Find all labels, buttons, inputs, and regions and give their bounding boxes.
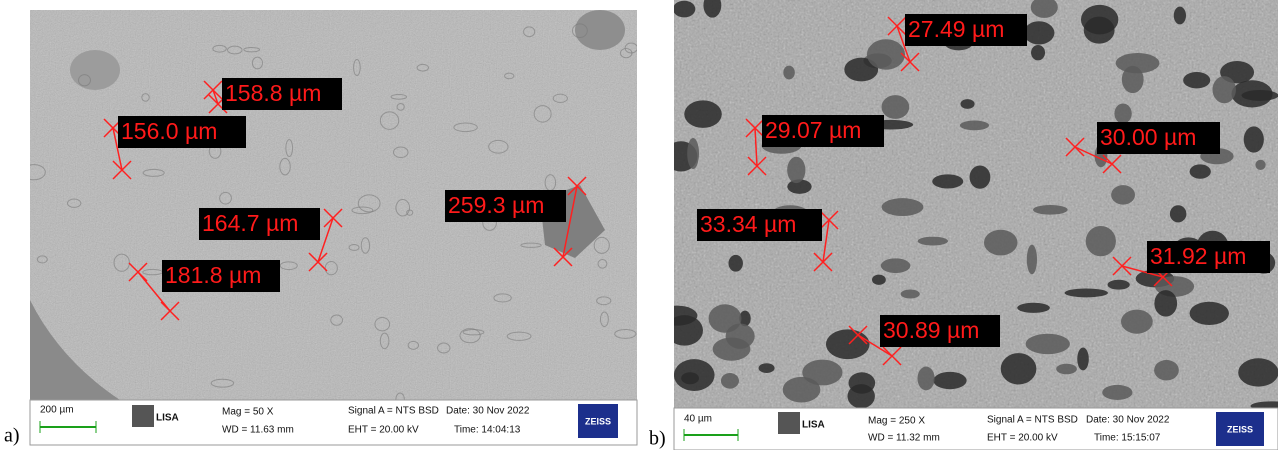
date: Date: 30 Nov 2022 <box>1086 415 1170 426</box>
pore <box>1238 358 1278 386</box>
zeiss-logo: ZEISS <box>1227 424 1253 434</box>
pore <box>1190 302 1229 325</box>
measurement-label: 181.8 µm <box>165 262 261 288</box>
pore <box>684 100 722 128</box>
pore <box>787 157 805 183</box>
pore <box>1170 205 1187 222</box>
pore <box>726 324 755 349</box>
pore <box>1084 17 1115 44</box>
pore <box>1174 7 1186 25</box>
pore <box>681 372 699 384</box>
pore <box>882 198 924 216</box>
measurement-label: 156.0 µm <box>121 118 217 144</box>
measurement-label: 164.7 µm <box>202 210 298 236</box>
pore <box>1190 164 1211 178</box>
pore <box>1065 289 1108 298</box>
pore <box>826 329 870 359</box>
scale-label: 200 µm <box>40 405 74 416</box>
lisa-logo: LISA <box>802 420 825 431</box>
pore <box>1027 245 1037 275</box>
info-bar: 40 µm LISA Mag = 250 X WD = 11.32 mm Sig… <box>674 408 1278 450</box>
pore <box>1026 334 1070 354</box>
zeiss-logo: ZEISS <box>585 416 611 426</box>
pore <box>1183 72 1210 88</box>
pore <box>881 258 911 273</box>
info-bar: 200 µm LISA Mag = 50 X WD = 11.63 mm Sig… <box>30 400 637 445</box>
signal: Signal A = NTS BSD <box>987 415 1078 426</box>
pore <box>960 99 974 109</box>
measurement-label: 259.3 µm <box>448 192 544 218</box>
measurement-label: 31.92 µm <box>1150 243 1246 269</box>
measurement-label: 27.49 µm <box>908 16 1004 42</box>
lisa-logo: LISA <box>156 413 179 424</box>
pore <box>849 372 876 393</box>
eht: EHT = 20.00 kV <box>348 425 419 436</box>
micrograph <box>657 0 1278 411</box>
measurement-label: 30.89 µm <box>883 317 979 343</box>
pore <box>932 174 963 188</box>
pore <box>1086 226 1116 256</box>
eht: EHT = 20.00 kV <box>987 433 1058 444</box>
measurement-label: 29.07 µm <box>765 117 861 143</box>
wd: WD = 11.32 mm <box>868 433 940 444</box>
pore <box>960 121 989 131</box>
pore <box>1111 185 1135 205</box>
pore <box>783 66 794 80</box>
panel-label: a) <box>4 425 20 447</box>
measurement: 158.8 µm <box>204 78 342 113</box>
pore <box>970 165 991 188</box>
panel-label: b) <box>649 428 666 450</box>
measurement-label: 33.34 µm <box>700 211 796 237</box>
pore <box>867 39 905 69</box>
time: Time: 14:04:13 <box>454 425 521 436</box>
pore <box>984 230 1018 256</box>
measurement-label: 30.00 µm <box>1100 124 1196 150</box>
pore <box>918 237 948 246</box>
measurement-label: 158.8 µm <box>225 80 321 106</box>
pore <box>1231 80 1272 107</box>
pore <box>901 289 920 298</box>
pore <box>759 363 775 373</box>
pore <box>1114 104 1131 124</box>
pore <box>1121 310 1153 334</box>
time: Time: 15:15:07 <box>1094 433 1161 444</box>
pore <box>729 255 743 272</box>
figure: 200 µm LISA Mag = 50 X WD = 11.63 mm Sig… <box>0 0 1278 450</box>
signal: Signal A = NTS BSD <box>348 406 439 417</box>
pore <box>1116 53 1160 73</box>
pore <box>1017 303 1050 313</box>
pore <box>933 372 966 389</box>
pore <box>1244 126 1264 152</box>
wd: WD = 11.63 mm <box>222 425 294 436</box>
mag: Mag = 250 X <box>868 416 925 427</box>
pore <box>1102 385 1132 400</box>
pore <box>1077 347 1089 370</box>
mag: Mag = 50 X <box>222 407 274 418</box>
date: Date: 30 Nov 2022 <box>446 406 530 417</box>
pore <box>1001 353 1037 384</box>
pore <box>783 377 821 403</box>
pore <box>1154 290 1177 317</box>
pore <box>882 95 910 119</box>
pore <box>1024 21 1055 44</box>
pore <box>673 1 695 18</box>
pore <box>1154 360 1179 381</box>
pore <box>666 315 703 345</box>
pore <box>1033 205 1068 215</box>
pore <box>1056 364 1077 374</box>
scale-label: 40 µm <box>684 414 712 425</box>
pore <box>687 138 699 169</box>
pore <box>1255 160 1265 170</box>
pore <box>872 275 886 285</box>
pore <box>721 373 739 389</box>
pore <box>1212 76 1235 103</box>
pore <box>917 367 934 391</box>
pore <box>1031 45 1045 60</box>
pore <box>1108 280 1130 290</box>
